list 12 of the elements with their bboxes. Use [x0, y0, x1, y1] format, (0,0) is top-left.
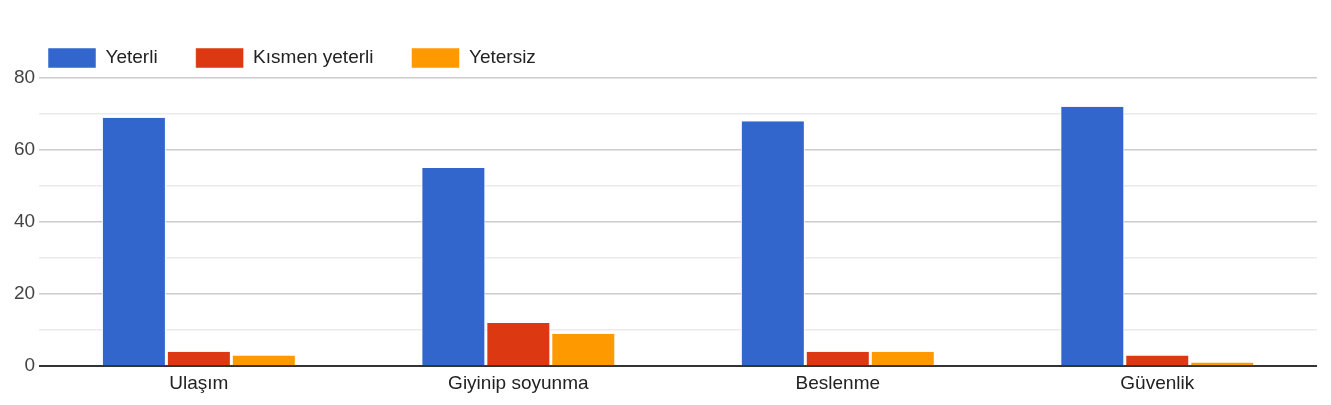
- x-tick-label: Giyinip soyunma: [448, 371, 589, 393]
- x-tick-label: Beslenme: [795, 371, 881, 393]
- legend-label: Yeterli: [105, 46, 158, 68]
- x-tick-label: Güvenlik: [1120, 371, 1195, 393]
- y-tick-label: 0: [24, 354, 36, 376]
- legend-label: Kısmen yeterli: [253, 46, 374, 68]
- y-tick-label: 20: [13, 282, 36, 304]
- y-tick-label: 60: [13, 138, 36, 160]
- x-tick-label: Ulaşım: [169, 371, 229, 393]
- legend-label: Yetersiz: [468, 46, 536, 68]
- y-tick-label: 80: [13, 66, 36, 88]
- y-tick-label: 40: [13, 210, 36, 232]
